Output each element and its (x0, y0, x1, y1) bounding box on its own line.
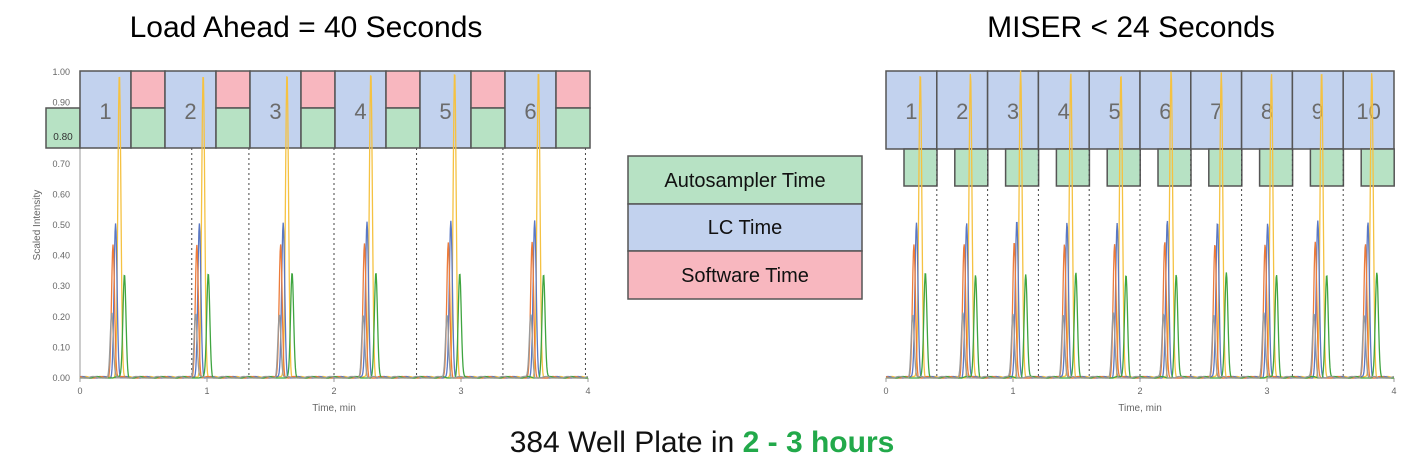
left-software-box-4 (385, 70, 421, 109)
right-injection-label-3: 3 (1007, 99, 1019, 124)
right-lc-box-4 (1037, 70, 1090, 150)
right-x-label: Time, min (1118, 403, 1162, 414)
left-x-tick-1: 1 (204, 386, 209, 396)
right-injection-label-6: 6 (1159, 99, 1171, 124)
left-y-tick-7: 0.70 (52, 159, 70, 169)
left-y-label: Scaled Intensity (32, 190, 43, 261)
legend-lc-swatch (627, 203, 863, 252)
right-injection-label-10: 10 (1356, 99, 1380, 124)
right-lc-box-7 (1190, 70, 1243, 150)
right-autosampler-box-4 (1055, 148, 1091, 187)
right-injection-label-1: 1 (905, 99, 917, 124)
legend-lc-label: LC Time (708, 217, 782, 239)
left-autosampler-box-2 (215, 107, 251, 149)
right-autosampler-box-7 (1208, 148, 1243, 187)
right-injection-label-2: 2 (956, 99, 968, 124)
right-autosampler-box-8 (1258, 148, 1294, 187)
left-software-box-2 (215, 70, 251, 109)
right-autosampler-box-5 (1106, 148, 1141, 187)
left-injection-label-3: 3 (269, 99, 281, 124)
footer-text: 384 Well Plate in 2 - 3 hours (510, 426, 895, 459)
right-x-tick-3: 3 (1264, 386, 1269, 396)
legend-software-swatch (627, 250, 863, 300)
legend-software-label: Software Time (681, 265, 809, 287)
footer-highlight: 2 - 3 hours (743, 426, 895, 459)
left-y-tick-10: 1.00 (52, 67, 70, 77)
left-autosampler-box-1 (130, 107, 166, 149)
legend-autosampler-label: Autosampler Time (664, 170, 825, 192)
left-injection-label-4: 4 (354, 99, 366, 124)
left-y-tick-2: 0.20 (52, 312, 70, 322)
right-autosampler-box-9 (1309, 148, 1345, 187)
left-software-box-1 (130, 70, 166, 109)
left-lc-box-3 (249, 70, 302, 149)
left-x-tick-4: 4 (585, 386, 590, 396)
left-series-4 (80, 312, 589, 379)
left-x-tick-2: 2 (331, 386, 336, 396)
footer-prefix: 384 Well Plate in (510, 426, 743, 459)
left-y-tick-1: 0.10 (52, 342, 70, 352)
right-autosampler-box-6 (1157, 148, 1192, 187)
left-x-tick-3: 3 (458, 386, 463, 396)
left-y-tick-6: 0.60 (52, 189, 70, 199)
legend: Autosampler Time LC Time Software Time (627, 155, 863, 300)
right-injection-label-5: 5 (1108, 99, 1120, 124)
left-lc-box-1 (79, 70, 132, 149)
left-autosampler-box-value: 0.80 (53, 132, 73, 143)
right-injection-label-7: 7 (1210, 99, 1222, 124)
left-y-tick-9: 0.90 (52, 98, 70, 108)
left-autosampler-box-0 (45, 107, 81, 149)
right-x-tick-4: 4 (1391, 386, 1396, 396)
left-chart: 0 1 2 3 4 Time, min 0.00 0.10 0.20 0.30 0.40 0.50 0.… (32, 67, 591, 414)
right-lc-box-9 (1291, 70, 1344, 150)
left-y-tick-0: 0.00 (52, 373, 70, 383)
left-autosampler-box-6 (555, 107, 591, 149)
left-injection-label-1: 1 (99, 99, 111, 124)
right-lc-box-8 (1240, 70, 1294, 150)
left-y-tick-3: 0.30 (52, 281, 70, 291)
left-software-box-5 (470, 70, 506, 109)
right-injection-label-4: 4 (1058, 99, 1070, 124)
left-x-tick-0: 0 (77, 386, 82, 396)
left-injection-label-2: 2 (184, 99, 196, 124)
left-software-box-3 (300, 70, 336, 109)
right-x-tick-2: 2 (1137, 386, 1142, 396)
left-x-label: Time, min (312, 403, 356, 414)
left-injection-label-6: 6 (524, 99, 536, 124)
right-chart-title: MISER < 24 Seconds (987, 11, 1275, 44)
left-autosampler-box-4 (385, 107, 421, 149)
right-x-tick-1: 1 (1010, 386, 1015, 396)
right-series-4 (886, 312, 1395, 379)
right-x-tick-0: 0 (883, 386, 888, 396)
right-autosampler-box-10 (1360, 148, 1395, 187)
right-lc-box-10 (1342, 70, 1395, 150)
right-series-3 (885, 272, 1395, 379)
left-injection-label-5: 5 (439, 99, 451, 124)
right-autosampler-box-1 (903, 148, 938, 187)
left-software-box-6 (555, 70, 591, 109)
left-y-tick-4: 0.40 (52, 251, 70, 261)
left-y-tick-5: 0.50 (52, 220, 70, 230)
left-autosampler-box-3 (300, 107, 336, 149)
right-lc-box-3 (986, 70, 1040, 150)
left-autosampler-box-5 (470, 107, 506, 149)
left-chart-title: Load Ahead = 40 Seconds (130, 11, 483, 44)
right-lc-box-2 (936, 70, 989, 150)
left-lc-box-2 (164, 70, 217, 149)
left-lc-box-4 (334, 70, 387, 149)
